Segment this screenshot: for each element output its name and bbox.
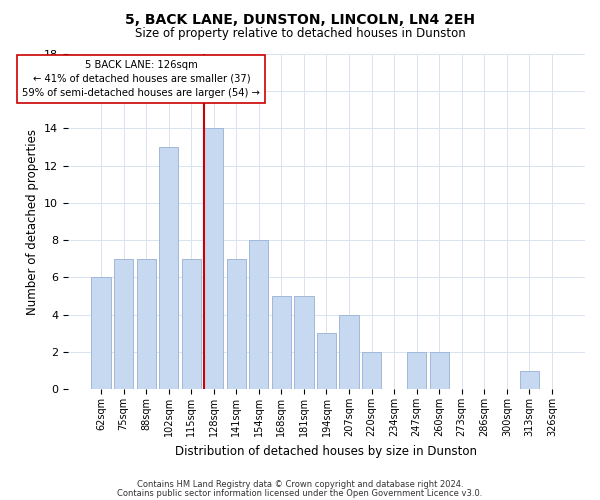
Bar — [272, 296, 291, 389]
Text: 5, BACK LANE, DUNSTON, LINCOLN, LN4 2EH: 5, BACK LANE, DUNSTON, LINCOLN, LN4 2EH — [125, 12, 475, 26]
Text: Contains HM Land Registry data © Crown copyright and database right 2024.: Contains HM Land Registry data © Crown c… — [137, 480, 463, 489]
Bar — [430, 352, 449, 389]
Text: 5 BACK LANE: 126sqm
← 41% of detached houses are smaller (37)
59% of semi-detach: 5 BACK LANE: 126sqm ← 41% of detached ho… — [22, 60, 260, 98]
Bar — [520, 370, 539, 389]
Bar — [407, 352, 426, 389]
Bar — [137, 259, 155, 389]
X-axis label: Distribution of detached houses by size in Dunston: Distribution of detached houses by size … — [175, 444, 478, 458]
Bar — [114, 259, 133, 389]
Bar — [362, 352, 381, 389]
Bar — [227, 259, 246, 389]
Bar — [182, 259, 201, 389]
Bar — [204, 128, 223, 389]
Text: Size of property relative to detached houses in Dunston: Size of property relative to detached ho… — [134, 28, 466, 40]
Text: Contains public sector information licensed under the Open Government Licence v3: Contains public sector information licen… — [118, 489, 482, 498]
Bar — [317, 334, 336, 389]
Bar — [340, 314, 359, 389]
Bar — [91, 278, 110, 389]
Bar — [249, 240, 268, 389]
Bar — [159, 147, 178, 389]
Bar — [295, 296, 314, 389]
Y-axis label: Number of detached properties: Number of detached properties — [26, 128, 38, 314]
